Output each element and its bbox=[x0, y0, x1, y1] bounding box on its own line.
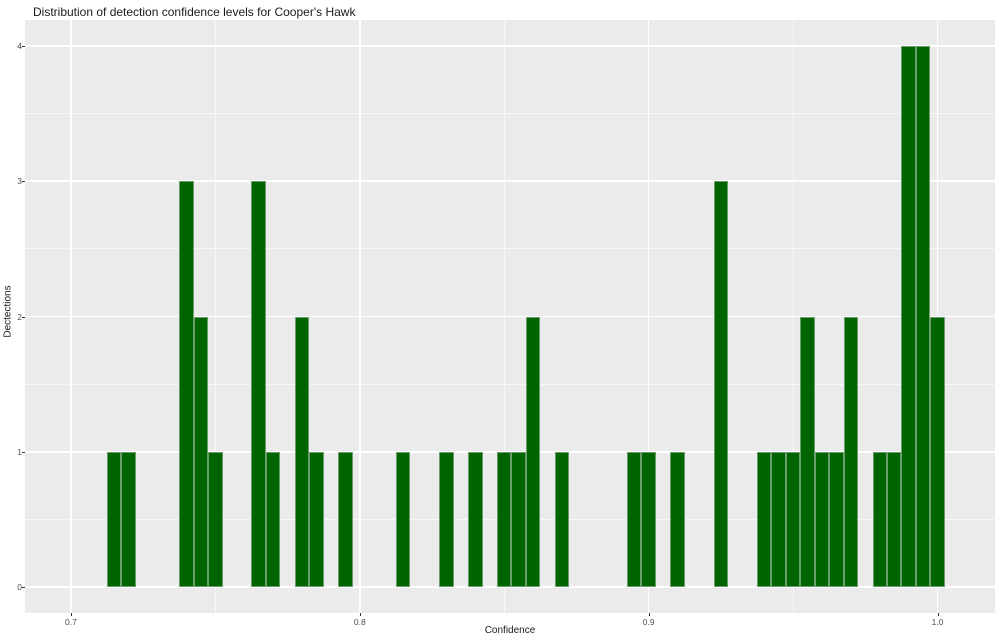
histogram-bar bbox=[309, 451, 324, 587]
y-major-gridline bbox=[25, 45, 995, 47]
x-major-gridline bbox=[359, 20, 361, 613]
y-minor-gridline bbox=[25, 113, 995, 115]
x-major-gridline bbox=[70, 20, 72, 613]
histogram-bar bbox=[670, 451, 685, 587]
histogram-bar bbox=[338, 451, 353, 587]
histogram-bar bbox=[756, 451, 772, 587]
histogram-bar bbox=[930, 316, 945, 588]
y-tick-label: 4 bbox=[17, 40, 22, 51]
y-tick-mark bbox=[22, 181, 25, 183]
histogram-bar bbox=[294, 316, 310, 588]
histogram-bar bbox=[121, 451, 136, 587]
x-tick-mark bbox=[648, 613, 650, 616]
x-major-gridline bbox=[647, 20, 650, 613]
histogram-bar bbox=[843, 316, 859, 588]
x-tick-mark bbox=[359, 613, 361, 616]
histogram-bar bbox=[829, 451, 844, 587]
y-tick-label: 3 bbox=[17, 176, 22, 187]
histogram-bar bbox=[265, 451, 281, 587]
histogram-bar bbox=[872, 451, 887, 587]
histogram-bar bbox=[395, 451, 411, 587]
histogram-bar bbox=[814, 451, 830, 587]
histogram-bar bbox=[713, 181, 729, 588]
y-tick-mark bbox=[22, 316, 25, 318]
histogram-bar bbox=[915, 45, 931, 588]
y-tick-label: 2 bbox=[17, 311, 22, 322]
histogram-bar bbox=[179, 181, 194, 588]
histogram-bar bbox=[554, 451, 570, 587]
y-minor-gridline bbox=[25, 248, 995, 250]
y-tick-mark bbox=[22, 45, 25, 47]
y-major-gridline bbox=[25, 586, 995, 588]
y-tick-label: 0 bbox=[17, 582, 22, 593]
histogram-bar bbox=[800, 316, 815, 588]
histogram-bar bbox=[439, 451, 454, 587]
histogram-bar bbox=[497, 451, 512, 587]
x-tick-mark bbox=[70, 613, 72, 616]
plot-panel bbox=[25, 20, 995, 613]
histogram-bar bbox=[901, 45, 916, 588]
y-tick-mark bbox=[22, 587, 25, 589]
y-tick-mark bbox=[22, 451, 25, 453]
histogram-bar bbox=[251, 181, 266, 588]
chart-title: Distribution of detection confidence lev… bbox=[33, 5, 356, 19]
histogram-bar bbox=[626, 451, 642, 587]
histogram-bar bbox=[107, 451, 122, 587]
histogram-bar bbox=[641, 451, 656, 587]
x-tick-label: 1.0 bbox=[931, 617, 944, 627]
histogram-bar bbox=[886, 451, 902, 587]
histogram-bar bbox=[208, 451, 223, 587]
histogram-bar bbox=[525, 316, 541, 588]
x-tick-label: 0.9 bbox=[642, 617, 655, 627]
y-tick-label: 1 bbox=[17, 446, 22, 457]
histogram-bar bbox=[771, 451, 786, 587]
x-tick-label: 0.8 bbox=[353, 617, 366, 627]
histogram-bar bbox=[511, 451, 526, 587]
histogram-bar bbox=[785, 451, 801, 587]
x-tick-mark bbox=[937, 613, 939, 616]
histogram-bar bbox=[193, 316, 209, 588]
x-tick-label: 0.7 bbox=[65, 617, 77, 627]
y-minor-gridline bbox=[25, 383, 995, 385]
histogram-bar bbox=[468, 451, 483, 587]
y-major-gridline bbox=[25, 315, 995, 318]
x-axis-label: Confidence bbox=[484, 625, 536, 636]
y-major-gridline bbox=[25, 180, 995, 182]
y-axis-label: Dectections bbox=[2, 285, 14, 338]
